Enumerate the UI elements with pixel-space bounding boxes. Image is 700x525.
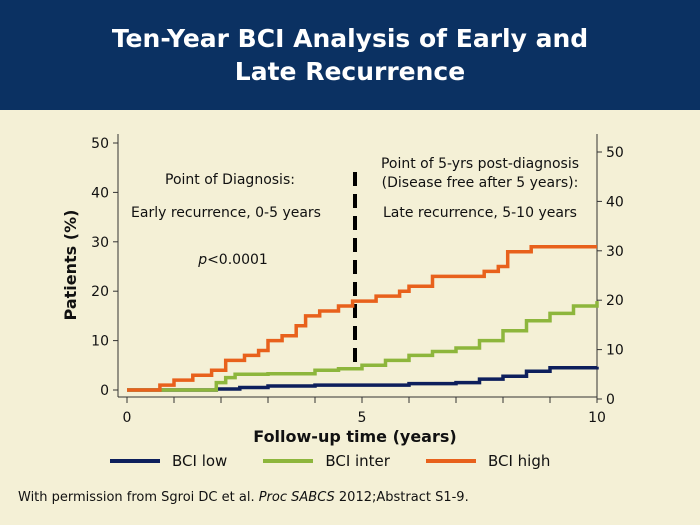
- y-tick-label-left-30: 30: [91, 235, 109, 251]
- annotation-right-line1: Point of 5-yrs post-diagnosis: [381, 156, 579, 172]
- series-line-bci-high: [127, 244, 597, 392]
- legend-item-bci-high: BCI high: [425, 452, 551, 470]
- legend-label-bci-low: BCI low: [172, 452, 228, 470]
- citation-prefix: With permission from Sgroi DC et al.: [18, 490, 259, 505]
- series-line-bci-inter: [127, 301, 599, 392]
- x-axis-label: Follow-up time (years): [253, 427, 456, 446]
- x-tick-label-5: 5: [358, 410, 367, 426]
- y-tick-label-left-10: 10: [91, 334, 109, 350]
- y-tick-label-left-50: 50: [91, 136, 109, 152]
- legend-item-bci-low: BCI low: [110, 452, 227, 470]
- legend-swatch-bci-inter: [263, 459, 314, 463]
- citation-suffix: 2012;Abstract S1-9.: [334, 490, 469, 505]
- legend-item-bci-inter: BCI inter: [263, 452, 390, 470]
- plot-area: [117, 134, 598, 398]
- y-axis-left-ticks: 0 10 20 30 40 50: [91, 136, 118, 399]
- legend-label-bci-inter: BCI inter: [325, 452, 390, 470]
- y-tick-label-right-30: 30: [606, 244, 624, 260]
- annotation-left-title: Point of Diagnosis:: [165, 172, 295, 188]
- y-tick-label-left-0: 0: [100, 383, 109, 399]
- x-tick-label-10: 10: [588, 410, 606, 426]
- y-axis-label: Patients (%): [61, 210, 80, 321]
- annotation-left-sub: Early recurrence, 0-5 years: [131, 205, 321, 221]
- legend-label-bci-high: BCI high: [487, 452, 551, 470]
- slide-title: Ten-Year BCI Analysis of Early and Late …: [111, 24, 589, 86]
- series-line-bci-low: [127, 366, 599, 392]
- p-value-italic: p: [197, 252, 207, 268]
- annotation-right-sub: Late recurrence, 5-10 years: [383, 205, 577, 221]
- legend-swatch-bci-high: [425, 459, 476, 463]
- y-tick-label-right-10: 10: [606, 343, 624, 359]
- legend-swatch-bci-low: [110, 459, 160, 463]
- y-tick-label-right-40: 40: [606, 194, 624, 210]
- y-tick-label-left-20: 20: [91, 284, 109, 300]
- y-tick-label-left-40: 40: [91, 185, 109, 201]
- legend: BCI low BCI inter BCI high: [110, 452, 550, 470]
- y-tick-label-right-50: 50: [606, 145, 624, 161]
- annotation-right-line2: (Disease free after 5 years):: [382, 175, 579, 191]
- y-tick-label-right-20: 20: [606, 293, 624, 309]
- series-lines: [127, 244, 599, 392]
- y-axis-right-ticks: 0 10 20 30 40 50: [597, 145, 624, 408]
- citation-journal: Proc SABCS: [258, 490, 335, 505]
- y-tick-label-right-0: 0: [606, 392, 615, 408]
- p-value: p<0.0001: [197, 252, 268, 268]
- slide-header: Ten-Year BCI Analysis of Early and Late …: [0, 0, 700, 110]
- x-tick-label-0: 0: [123, 410, 132, 426]
- p-value-rest: <0.0001: [207, 252, 268, 268]
- x-axis-ticks: 0 5 10: [123, 397, 606, 426]
- citation: With permission from Sgroi DC et al. Pro…: [18, 490, 469, 505]
